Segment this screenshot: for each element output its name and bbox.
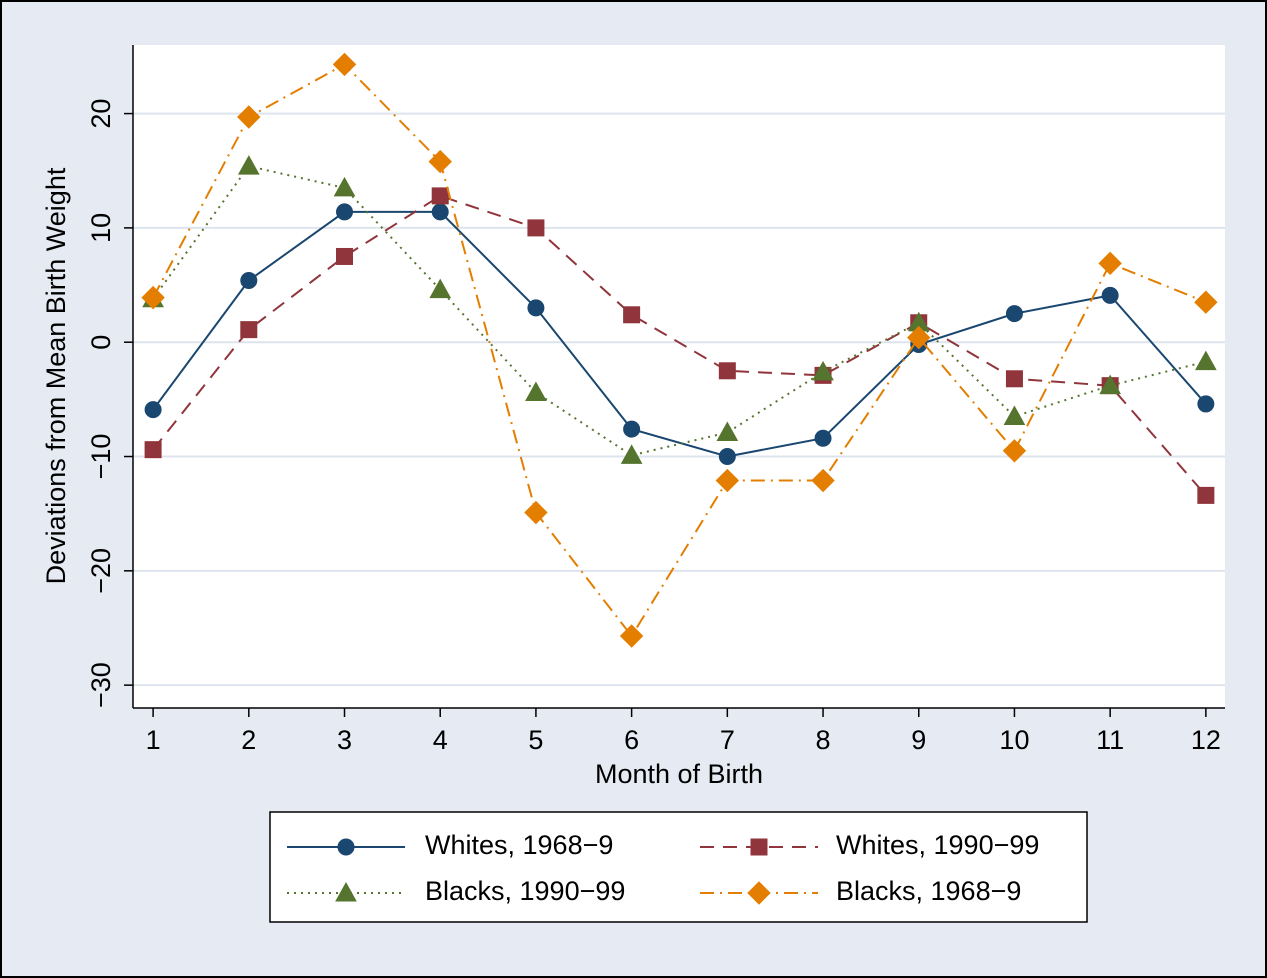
- x-tick-label: 6: [624, 725, 639, 755]
- marker: [332, 52, 357, 77]
- marker: [718, 362, 736, 380]
- y-tick-label: −30: [86, 662, 116, 708]
- marker: [527, 299, 545, 317]
- marker: [525, 381, 547, 402]
- x-tick-label: 5: [528, 725, 543, 755]
- legend: [269, 811, 1088, 923]
- marker: [1003, 405, 1026, 426]
- marker: [619, 624, 644, 648]
- marker: [336, 247, 354, 265]
- marker: [431, 187, 449, 205]
- legend-marker: [335, 881, 357, 902]
- series-line: [152, 194, 1207, 497]
- marker: [623, 306, 641, 324]
- marker: [141, 285, 165, 310]
- y-axis-title: Deviations from Mean Birth Weight: [41, 167, 71, 584]
- marker: [1002, 439, 1027, 463]
- x-tick-label: 11: [1096, 725, 1124, 755]
- marker: [715, 468, 740, 493]
- marker: [1195, 350, 1217, 371]
- marker: [429, 278, 452, 299]
- marker: [1098, 251, 1122, 276]
- marker: [716, 421, 739, 442]
- y-tick-label: 20: [86, 99, 116, 129]
- series-line: [152, 165, 1207, 457]
- legend-label: Blacks, 1990−99: [425, 876, 625, 906]
- series-line: [152, 210, 1207, 458]
- marker: [1101, 286, 1119, 304]
- marker: [237, 105, 261, 129]
- marker: [812, 360, 834, 381]
- y-tick-label: −20: [86, 548, 116, 594]
- x-tick-label: 12: [1191, 725, 1221, 755]
- marker: [336, 203, 354, 221]
- y-tick-label: 10: [86, 213, 116, 243]
- x-tick-label: 10: [999, 725, 1029, 755]
- legend-label: Whites, 1968−9: [425, 830, 613, 860]
- marker: [431, 203, 449, 221]
- marker: [428, 149, 452, 174]
- marker: [1197, 395, 1215, 413]
- x-tick-label: 3: [337, 725, 352, 755]
- legend-label: Blacks, 1968−9: [836, 876, 1021, 906]
- marker: [814, 429, 832, 447]
- legend-marker: [337, 838, 355, 856]
- plot-area: [133, 45, 1225, 708]
- x-tick-label: 2: [241, 725, 256, 755]
- marker: [1099, 374, 1122, 395]
- marker: [623, 420, 641, 438]
- marker: [524, 500, 548, 525]
- marker: [1197, 486, 1215, 504]
- marker: [240, 271, 258, 289]
- marker: [811, 468, 835, 493]
- marker: [1005, 370, 1023, 388]
- x-tick-label: 1: [146, 725, 161, 755]
- x-tick-label: 7: [720, 725, 735, 755]
- y-tick-label: 0: [86, 335, 116, 350]
- legend-marker: [750, 838, 768, 856]
- legend-label: Whites, 1990−99: [836, 830, 1039, 860]
- x-tick-label: 4: [433, 725, 448, 755]
- x-tick-label: 9: [911, 725, 926, 755]
- series-line: [152, 63, 1207, 638]
- x-tick-label: 8: [816, 725, 831, 755]
- marker: [527, 219, 545, 237]
- marker: [333, 176, 356, 197]
- marker: [1005, 305, 1023, 323]
- marker: [240, 321, 258, 339]
- marker: [237, 155, 260, 175]
- marker: [620, 444, 643, 464]
- x-axis-title: Month of Birth: [595, 759, 763, 789]
- marker: [907, 325, 931, 350]
- legend-marker: [747, 881, 771, 905]
- marker: [718, 448, 736, 466]
- marker: [144, 401, 162, 419]
- marker: [144, 441, 162, 459]
- marker: [1194, 290, 1218, 314]
- y-tick-label: −10: [86, 434, 116, 480]
